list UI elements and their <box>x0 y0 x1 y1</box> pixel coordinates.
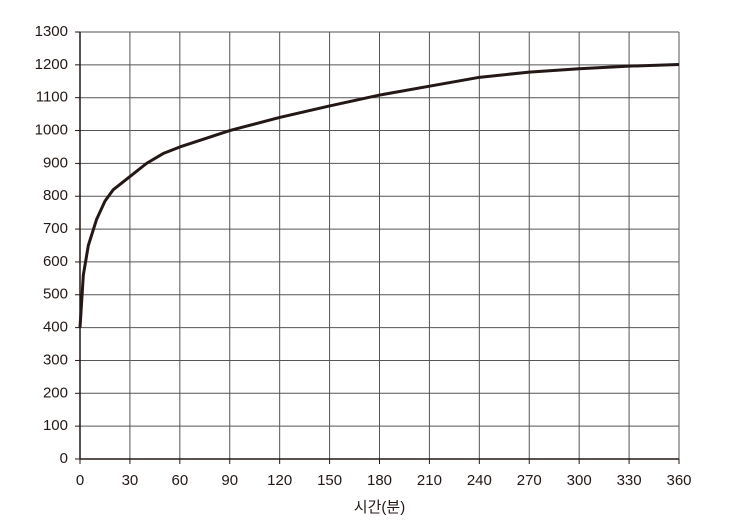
x-tick-label: 60 <box>171 472 188 489</box>
y-tick-label: 100 <box>43 417 68 434</box>
y-tick-label: 400 <box>43 319 68 336</box>
x-tick-label: 180 <box>367 472 392 489</box>
x-axis-label: 시간(분) <box>354 499 405 516</box>
x-tick-label: 240 <box>467 472 492 489</box>
x-tick-label: 300 <box>567 472 592 489</box>
x-tick-label: 330 <box>617 472 642 489</box>
y-tick-label: 1200 <box>35 56 68 73</box>
x-tick-label: 120 <box>267 472 292 489</box>
x-tick-label: 360 <box>666 472 691 489</box>
y-tick-label: 900 <box>43 154 68 171</box>
y-tick-label: 200 <box>43 384 68 401</box>
x-tick-label: 30 <box>122 472 139 489</box>
y-tick-label: 800 <box>43 187 68 204</box>
x-tick-label: 0 <box>76 472 84 489</box>
y-tick-label: 0 <box>60 450 68 467</box>
y-tick-label: 1300 <box>35 23 68 40</box>
y-tick-label: 1100 <box>36 89 68 106</box>
y-tick-label: 300 <box>43 351 68 368</box>
x-tick-label: 150 <box>317 472 342 489</box>
line <box>78 63 680 328</box>
x-tick-label: 270 <box>517 472 542 489</box>
y-tick-label: 700 <box>43 220 68 237</box>
y-tick-label: 1000 <box>35 122 68 139</box>
y-tick-label: 500 <box>43 286 68 303</box>
x-tick-label: 210 <box>417 472 442 489</box>
x-tick-label: 90 <box>221 472 238 489</box>
y-tick-label: 600 <box>43 253 68 270</box>
